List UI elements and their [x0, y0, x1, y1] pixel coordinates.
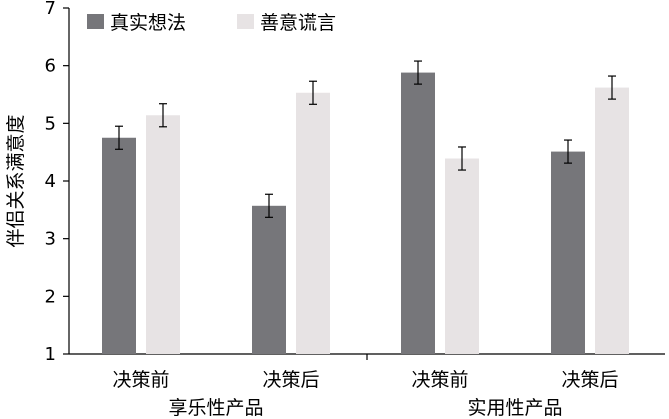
y-tick-label: 3: [45, 229, 56, 250]
category-label: 决策后: [561, 369, 618, 391]
legend-swatch: [87, 14, 104, 29]
bar-white-lie-1: [146, 115, 180, 354]
category-labels: 决策前 决策后 决策前 决策后: [112, 369, 618, 391]
y-tick-label: 6: [45, 56, 56, 77]
y-ticks: 1 2 3 4 5 6 7: [45, 0, 69, 365]
plot-area: 1 2 3 4 5 6 7 决策前 决策后 决策前 决策后 享乐性产品 实用性产品: [45, 0, 665, 419]
bar-true-thought-3: [401, 72, 435, 354]
category-label: 决策前: [112, 369, 169, 391]
y-tick-label: 2: [45, 286, 56, 307]
y-tick-label: 7: [45, 0, 56, 19]
group-label: 享乐性产品: [168, 397, 263, 419]
bar-true-thought-1: [102, 137, 136, 354]
bar-true-thought-4: [551, 151, 585, 354]
group-labels: 享乐性产品 实用性产品: [168, 397, 562, 419]
bar-white-lie-3: [445, 158, 479, 354]
legend-label: 善意谎言: [260, 12, 336, 34]
bar-white-lie-4: [595, 87, 629, 354]
legend-label: 真实想法: [110, 12, 186, 34]
bar-true-thought-2: [252, 205, 286, 354]
category-label: 决策前: [411, 369, 468, 391]
y-axis-label: 伴侣关系满意度: [5, 114, 27, 247]
y-tick-label: 4: [45, 171, 56, 192]
y-tick-label: 1: [45, 344, 56, 365]
category-label: 决策后: [262, 369, 319, 391]
legend-swatch: [237, 14, 254, 29]
bar-white-lie-2: [296, 92, 330, 355]
y-tick-label: 5: [45, 113, 56, 134]
legend: 真实想法 善意谎言: [87, 12, 336, 34]
group-label: 实用性产品: [467, 397, 562, 419]
bars: [102, 60, 629, 355]
